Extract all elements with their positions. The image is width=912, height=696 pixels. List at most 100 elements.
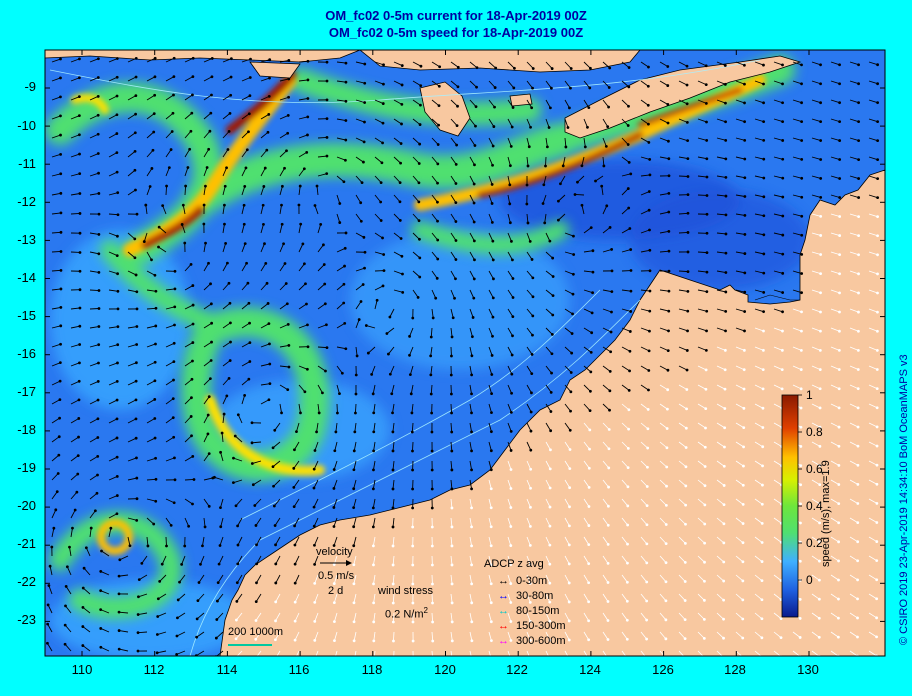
current-vector	[507, 460, 512, 470]
current-vector	[602, 498, 609, 507]
current-vector-head	[115, 455, 119, 459]
current-vector-head	[819, 63, 822, 67]
current-vector	[621, 650, 627, 656]
current-vector	[127, 536, 131, 546]
current-vector	[507, 422, 512, 432]
current-vector	[393, 99, 403, 105]
current-vector-head	[430, 563, 434, 567]
current-vector-head	[686, 157, 690, 161]
current-vector	[564, 270, 574, 275]
current-vector	[621, 422, 629, 430]
current-vector-head	[493, 86, 497, 89]
current-vector	[196, 612, 205, 620]
current-vector-head	[183, 544, 187, 548]
current-vector	[298, 151, 307, 158]
current-vector-head	[876, 177, 880, 181]
current-vector-head	[178, 580, 181, 584]
current-vector	[89, 399, 99, 405]
current-vector	[127, 95, 137, 101]
current-vector-head	[325, 117, 329, 121]
current-vector	[260, 224, 264, 234]
current-vector-head	[589, 389, 592, 393]
current-vector-head	[470, 563, 474, 567]
current-vector	[621, 188, 629, 196]
current-vector	[70, 344, 80, 348]
current-vector-head	[408, 334, 411, 338]
current-vector	[298, 186, 301, 196]
current-vector	[450, 403, 453, 414]
current-vector	[678, 574, 686, 582]
current-vector-head	[549, 448, 552, 452]
current-vector-head	[137, 578, 141, 582]
current-vector	[127, 437, 137, 443]
current-vector	[293, 479, 300, 488]
current-vector-head	[704, 368, 708, 372]
current-vector-head	[287, 344, 291, 347]
current-vector-head	[530, 372, 534, 376]
current-vector	[754, 498, 763, 505]
current-vector	[678, 289, 688, 292]
current-vector-head	[762, 101, 765, 105]
current-vector-head	[97, 233, 101, 236]
current-vector-head	[837, 425, 841, 429]
current-vector-head	[667, 139, 670, 143]
current-vector	[127, 344, 137, 348]
current-vector	[222, 167, 227, 177]
current-vector	[222, 414, 225, 424]
current-vector-head	[569, 371, 573, 374]
current-vector-head	[236, 562, 240, 566]
current-vector	[830, 346, 840, 351]
current-vector	[108, 251, 118, 257]
current-vector	[583, 327, 592, 334]
current-vector-head	[173, 456, 176, 460]
current-vector	[811, 346, 821, 351]
y-tick-label: -20	[17, 498, 36, 513]
current-vector	[678, 555, 686, 563]
current-vector	[222, 186, 226, 196]
y-tick-label: -11	[18, 156, 36, 171]
current-vector	[659, 156, 669, 160]
velocity-scale-duration: 2 d	[328, 585, 344, 597]
current-vector-head	[529, 448, 533, 452]
current-vector-head	[77, 76, 81, 80]
current-vector	[146, 498, 156, 502]
current-vector-head	[607, 447, 611, 451]
current-vector-head	[571, 272, 575, 276]
current-vector-head	[489, 582, 493, 586]
current-vector	[545, 80, 552, 89]
current-vector	[564, 460, 571, 469]
current-vector-head	[390, 392, 394, 396]
current-vector-head	[136, 649, 140, 653]
current-vector	[697, 175, 707, 178]
current-vector-head	[529, 658, 532, 661]
current-vector-head	[491, 163, 494, 167]
current-vector-head	[609, 330, 613, 334]
current-vector	[811, 574, 820, 581]
current-vector	[621, 346, 631, 352]
current-vector-head	[455, 143, 459, 147]
current-vector-head	[228, 301, 232, 305]
current-vector-head	[68, 545, 71, 549]
current-vector	[431, 251, 439, 260]
current-vector-head	[647, 349, 651, 353]
current-vector	[507, 517, 512, 527]
current-vector	[716, 175, 726, 178]
current-vector	[450, 232, 457, 241]
current-vector	[697, 479, 706, 486]
current-vector	[184, 342, 194, 348]
current-vector	[165, 149, 172, 158]
current-vector	[165, 517, 172, 526]
current-vector-head	[760, 560, 764, 563]
current-vector-head	[313, 543, 316, 547]
current-vector	[333, 517, 338, 527]
current-vector	[640, 612, 647, 621]
current-vector-head	[227, 376, 231, 380]
current-vector	[203, 303, 212, 310]
current-vector-head	[530, 106, 534, 110]
current-vector	[317, 244, 324, 253]
current-vector-head	[151, 148, 155, 152]
current-vector	[469, 517, 472, 527]
current-vector	[640, 422, 649, 430]
current-vector-head	[703, 445, 707, 449]
current-vector	[279, 384, 288, 391]
